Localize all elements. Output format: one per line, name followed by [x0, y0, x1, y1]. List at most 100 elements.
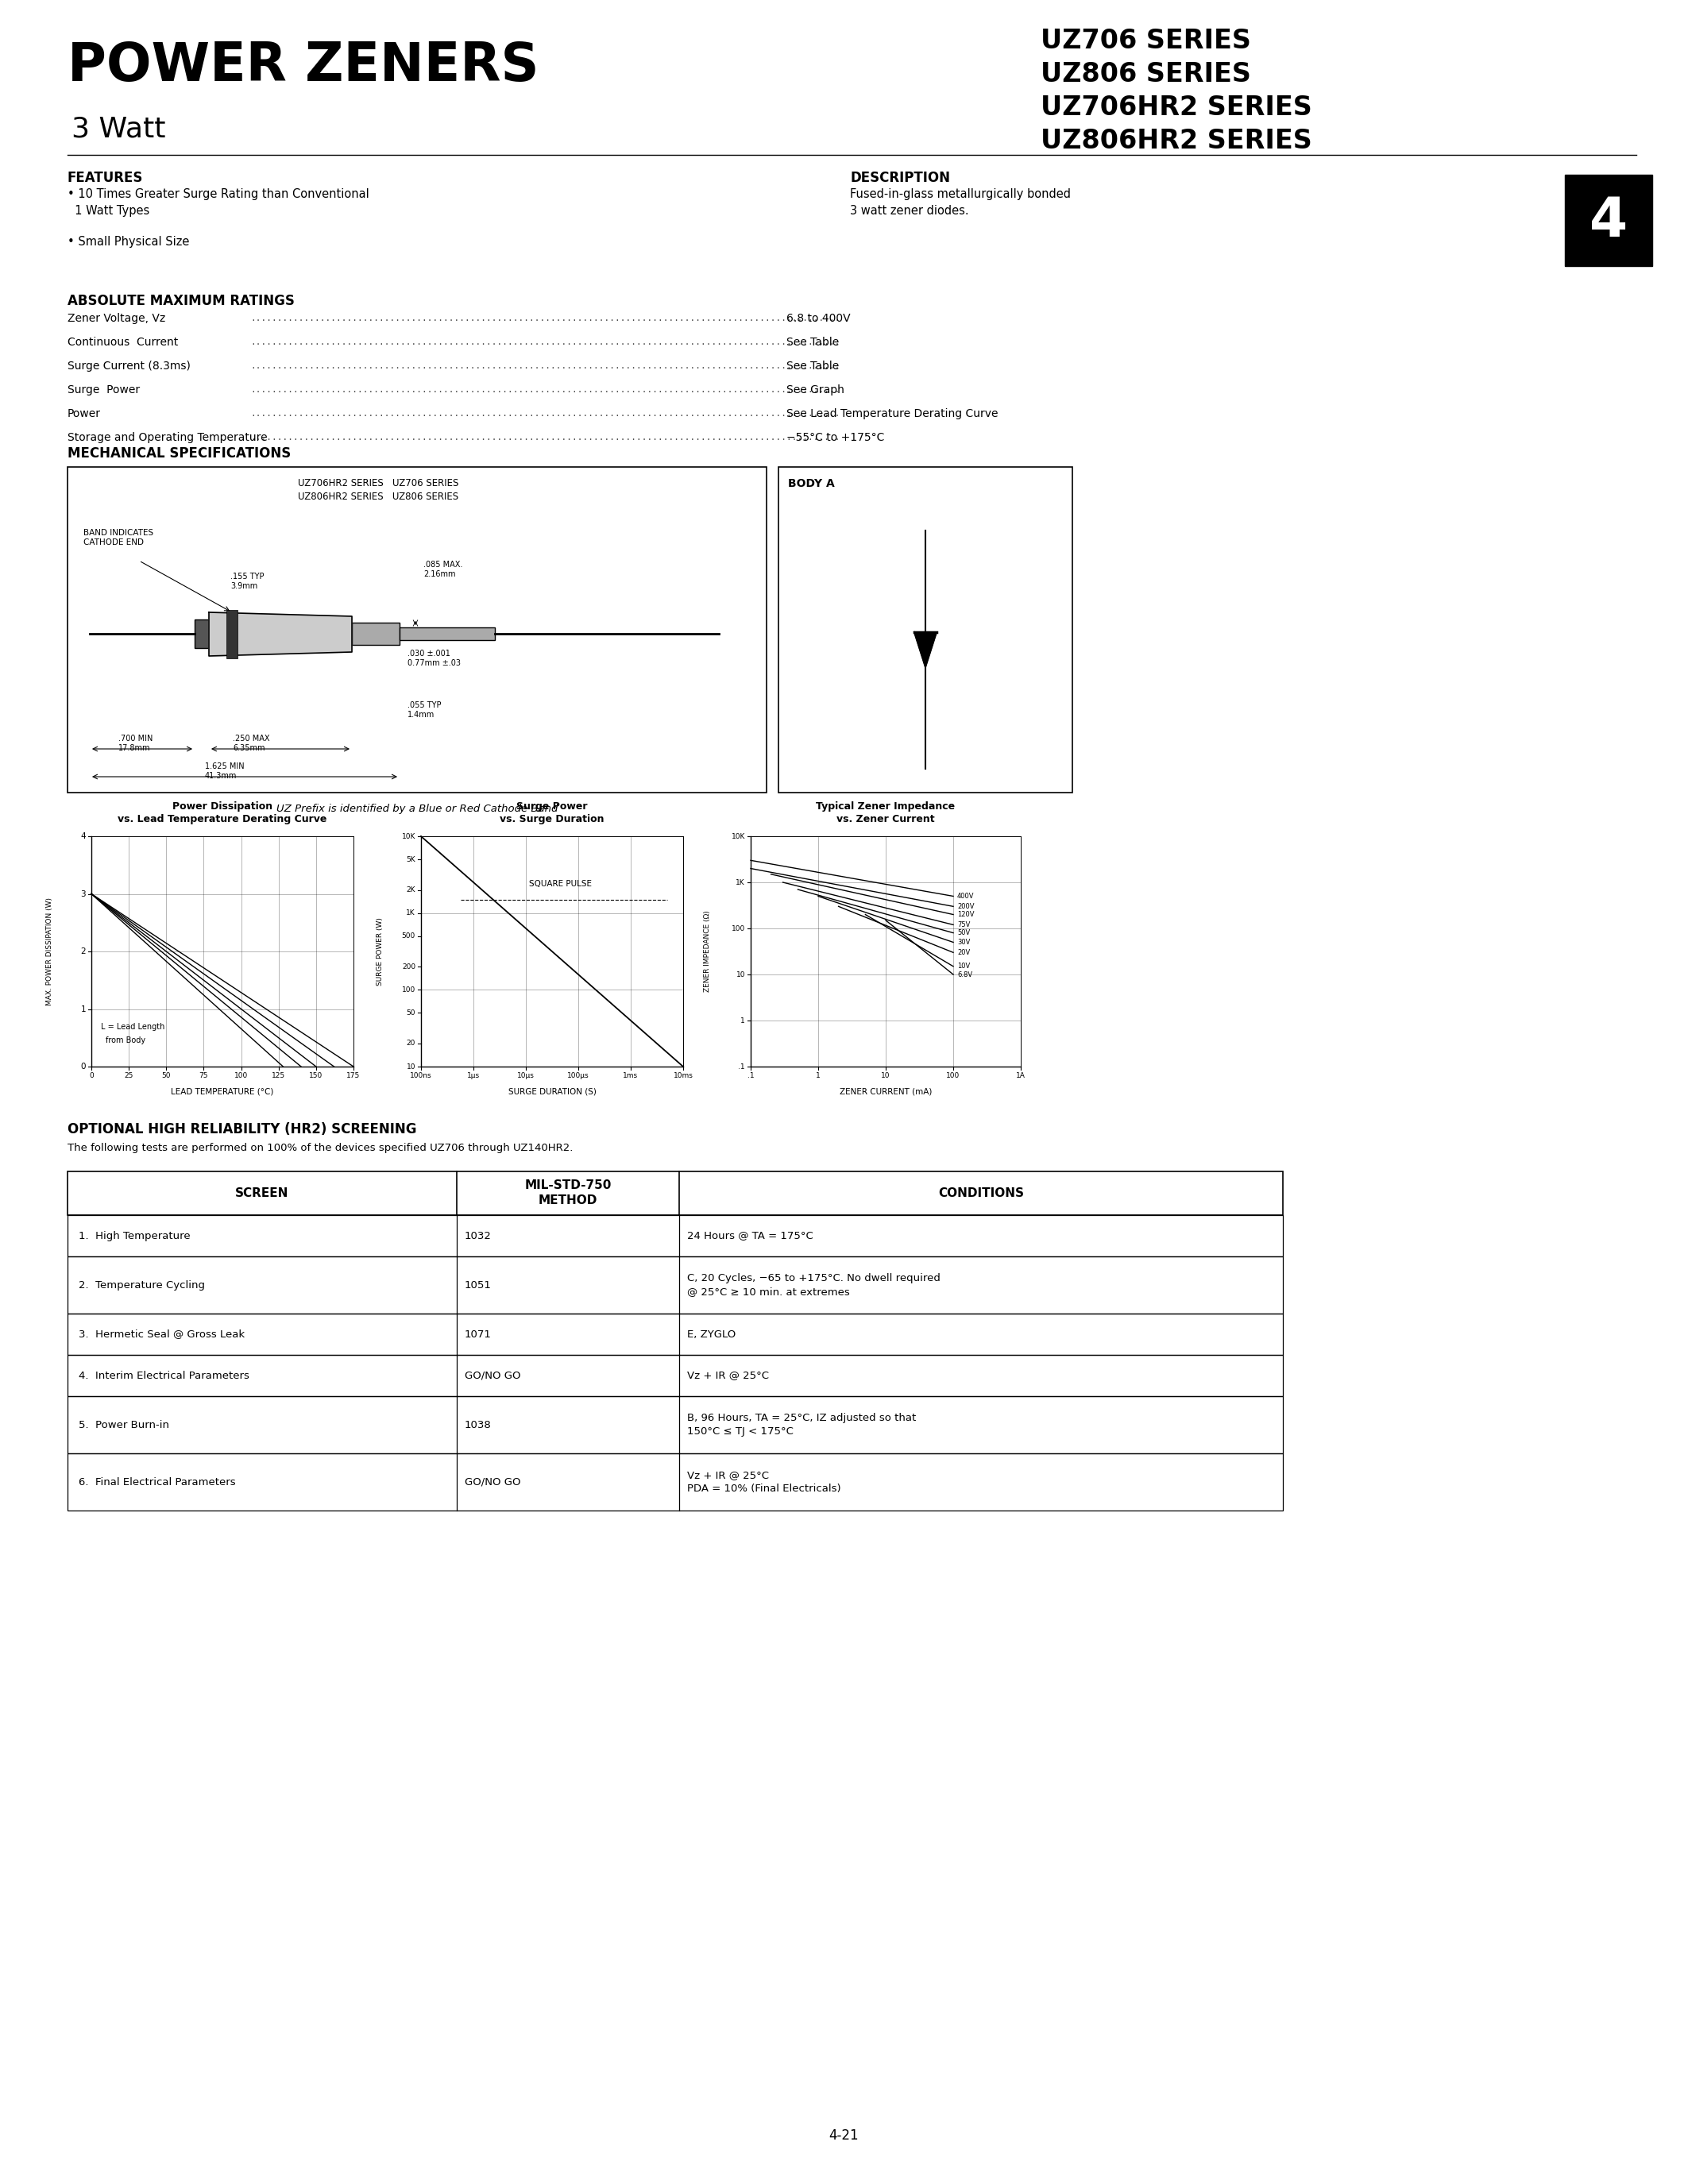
Text: 3: 3: [81, 889, 86, 898]
Text: SQUARE PULSE: SQUARE PULSE: [528, 880, 591, 889]
Text: 10: 10: [881, 1072, 890, 1079]
Text: .250 MAX
6.35mm: .250 MAX 6.35mm: [233, 734, 270, 751]
Text: SCREEN: SCREEN: [235, 1186, 289, 1199]
Text: BODY A: BODY A: [788, 478, 834, 489]
Text: MECHANICAL SPECIFICATIONS: MECHANICAL SPECIFICATIONS: [68, 446, 290, 461]
Text: 100: 100: [235, 1072, 248, 1079]
Bar: [194, 620, 209, 649]
Text: 1.  High Temperature: 1. High Temperature: [79, 1230, 191, 1241]
Text: 125: 125: [272, 1072, 285, 1079]
Text: C, 20 Cycles, −65 to +175°C. No dwell required
@ 25°C ≥ 10 min. at extremes: C, 20 Cycles, −65 to +175°C. No dwell re…: [687, 1273, 940, 1297]
Text: CONDITIONS: CONDITIONS: [939, 1186, 1025, 1199]
Text: 0: 0: [89, 1072, 93, 1079]
Text: • 10 Times Greater Surge Rating than Conventional
  1 Watt Types: • 10 Times Greater Surge Rating than Con…: [68, 188, 370, 216]
Text: 50V: 50V: [957, 928, 971, 937]
Text: UZ706 SERIES: UZ706 SERIES: [1040, 28, 1251, 55]
Text: See Lead Temperature Derating Curve: See Lead Temperature Derating Curve: [787, 408, 998, 419]
Text: E, ZYGLO: E, ZYGLO: [687, 1330, 736, 1339]
Text: .085 MAX.
2.16mm: .085 MAX. 2.16mm: [424, 561, 463, 579]
Text: 1: 1: [741, 1018, 744, 1024]
Text: 20: 20: [407, 1040, 415, 1046]
Bar: [1565, 175, 1653, 266]
Text: 25: 25: [125, 1072, 133, 1079]
Text: 10: 10: [407, 1064, 415, 1070]
Text: See Graph: See Graph: [787, 384, 844, 395]
Text: 100: 100: [731, 924, 744, 933]
Text: 100: 100: [402, 987, 415, 994]
Text: .1: .1: [748, 1072, 755, 1079]
Text: Vz + IR @ 25°C
PDA = 10% (Final Electricals): Vz + IR @ 25°C PDA = 10% (Final Electric…: [687, 1470, 841, 1494]
Text: from Body: from Body: [106, 1037, 145, 1044]
Text: 4-21: 4-21: [829, 2129, 859, 2143]
Text: UZ706HR2 SERIES: UZ706HR2 SERIES: [1040, 94, 1312, 120]
Text: 1A: 1A: [1016, 1072, 1026, 1079]
Text: 175: 175: [346, 1072, 360, 1079]
Text: 1K: 1K: [407, 909, 415, 917]
Text: 0: 0: [81, 1064, 86, 1070]
Text: LEAD TEMPERATURE (°C): LEAD TEMPERATURE (°C): [170, 1088, 273, 1094]
Bar: [68, 1256, 1283, 1313]
Text: 75V: 75V: [957, 922, 971, 928]
Text: MIL-STD-750
METHOD: MIL-STD-750 METHOD: [525, 1179, 611, 1206]
Text: 6.8 to 400V: 6.8 to 400V: [787, 312, 851, 323]
Text: B, 96 Hours, TA = 25°C, IZ adjusted so that
150°C ≤ TJ < 175°C: B, 96 Hours, TA = 25°C, IZ adjusted so t…: [687, 1413, 917, 1437]
Bar: [68, 467, 766, 793]
Bar: [400, 627, 495, 640]
Text: 2K: 2K: [407, 887, 415, 893]
Text: 24 Hours @ TA = 175°C: 24 Hours @ TA = 175°C: [687, 1230, 814, 1241]
Text: 1032: 1032: [464, 1230, 491, 1241]
Text: 200V: 200V: [957, 902, 974, 911]
Text: 1: 1: [81, 1005, 86, 1013]
Text: 1: 1: [815, 1072, 820, 1079]
Text: ZENER IMPEDANCE (Ω): ZENER IMPEDANCE (Ω): [704, 911, 711, 992]
Polygon shape: [209, 612, 351, 655]
Text: 6.  Final Electrical Parameters: 6. Final Electrical Parameters: [79, 1476, 236, 1487]
Text: ................................................................................: ........................................…: [250, 314, 841, 323]
Text: 50: 50: [162, 1072, 170, 1079]
Text: .055 TYP
1.4mm: .055 TYP 1.4mm: [407, 701, 441, 719]
Polygon shape: [915, 631, 937, 666]
Text: Fused-in-glass metallurgically bonded
3 watt zener diodes.: Fused-in-glass metallurgically bonded 3 …: [851, 188, 1070, 216]
Text: .155 TYP
3.9mm: .155 TYP 3.9mm: [230, 572, 263, 590]
Text: −55°C to +175°C: −55°C to +175°C: [787, 432, 885, 443]
Text: ZENER CURRENT (mA): ZENER CURRENT (mA): [839, 1088, 932, 1094]
Text: UZ706HR2 SERIES   UZ706 SERIES
UZ806HR2 SERIES   UZ806 SERIES: UZ706HR2 SERIES UZ706 SERIES UZ806HR2 SE…: [297, 478, 459, 502]
Text: 500: 500: [402, 933, 415, 939]
Text: 200: 200: [402, 963, 415, 970]
Bar: [68, 1214, 1283, 1256]
Bar: [68, 1171, 1283, 1214]
Text: ................................................................................: ........................................…: [250, 339, 841, 347]
Bar: [68, 1354, 1283, 1396]
Text: UZ806 SERIES: UZ806 SERIES: [1040, 61, 1251, 87]
Text: Vz + IR @ 25°C: Vz + IR @ 25°C: [687, 1369, 770, 1380]
Text: UZ Prefix is identified by a Blue or Red Cathode Band: UZ Prefix is identified by a Blue or Red…: [277, 804, 557, 815]
Text: 1.625 MIN
41.3mm: 1.625 MIN 41.3mm: [204, 762, 245, 780]
Text: 4.  Interim Electrical Parameters: 4. Interim Electrical Parameters: [79, 1369, 250, 1380]
Text: Power: Power: [68, 408, 101, 419]
Text: 4: 4: [1590, 194, 1627, 247]
Text: .030 ±.001
0.77mm ±.03: .030 ±.001 0.77mm ±.03: [407, 649, 461, 666]
Text: The following tests are performed on 100% of the devices specified UZ706 through: The following tests are performed on 100…: [68, 1142, 572, 1153]
Text: 10ms: 10ms: [674, 1072, 694, 1079]
Text: Surge Power
vs. Surge Duration: Surge Power vs. Surge Duration: [500, 802, 604, 823]
Text: ................................................................................: ........................................…: [250, 435, 841, 441]
Text: ................................................................................: ........................................…: [250, 363, 841, 369]
Bar: [68, 1313, 1283, 1354]
Text: 6.8V: 6.8V: [957, 972, 972, 978]
Bar: [68, 1452, 1283, 1511]
Text: ................................................................................: ........................................…: [250, 411, 841, 417]
Text: Continuous  Current: Continuous Current: [68, 336, 179, 347]
Text: GO/NO GO: GO/NO GO: [464, 1476, 520, 1487]
Text: Surge  Power: Surge Power: [68, 384, 140, 395]
Text: POWER ZENERS: POWER ZENERS: [68, 39, 538, 92]
Text: 1038: 1038: [464, 1420, 491, 1431]
Text: 2.  Temperature Cycling: 2. Temperature Cycling: [79, 1280, 204, 1291]
Text: 4: 4: [81, 832, 86, 841]
Text: 2: 2: [81, 948, 86, 954]
Text: 3 Watt: 3 Watt: [71, 116, 165, 142]
Text: 1051: 1051: [464, 1280, 491, 1291]
Text: .700 MIN
17.8mm: .700 MIN 17.8mm: [118, 734, 154, 751]
Text: 1ms: 1ms: [623, 1072, 638, 1079]
Text: 5.  Power Burn-in: 5. Power Burn-in: [79, 1420, 169, 1431]
Text: 150: 150: [309, 1072, 322, 1079]
